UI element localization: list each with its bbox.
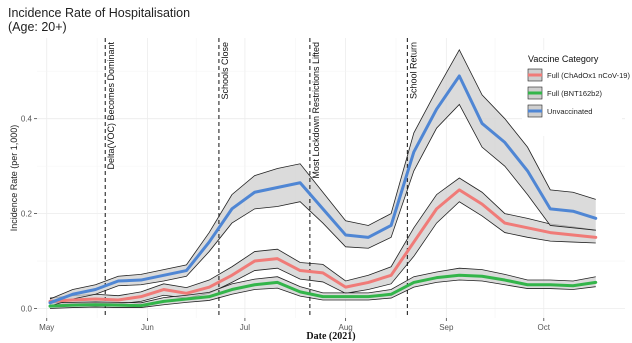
series-lines	[48, 74, 598, 308]
chart-subtitle: (Age: 20+)	[8, 20, 67, 34]
legend: Vaccine Category Full (ChAdOx1 nCoV-19) Fu…	[522, 50, 630, 136]
upper-bound-line	[49, 49, 596, 300]
y-axis-ticks: 0.0 0.2 0.4	[21, 115, 37, 314]
x-tick-label: Jun	[141, 323, 154, 332]
chart-title-block: Incidence Rate of Hospitalisation (Age: …	[8, 6, 190, 34]
x-axis-title: Date (2021)	[306, 331, 355, 342]
legend-title: Vaccine Category	[528, 54, 599, 64]
y-tick-label: 0.0	[21, 305, 33, 314]
series-line	[48, 74, 598, 305]
lower-bound-line	[49, 103, 596, 307]
series-line	[48, 273, 598, 308]
y-tick-label: 0.2	[21, 210, 33, 219]
y-axis-title: Incidence Rate (per 1,000)	[9, 125, 19, 232]
x-tick-label: Aug	[339, 323, 353, 332]
lower-bound-line	[49, 279, 596, 309]
event-label: School Return	[408, 42, 418, 99]
event-label: Schools Close	[220, 42, 230, 100]
legend-item-label: Unvaccinated	[547, 107, 592, 116]
upper-bound-line	[49, 177, 596, 299]
y-tick-label: 0.4	[21, 115, 33, 124]
lower-bound-line	[49, 201, 596, 306]
legend-item-label: Full (BNT162b2)	[547, 89, 603, 98]
event-label: Delta(VOC) Becomes Dominant	[106, 42, 116, 170]
x-tick-label: May	[39, 323, 54, 332]
x-tick-label: Sep	[439, 323, 454, 332]
confidence-band	[49, 178, 596, 305]
x-tick-label: Jul	[240, 323, 250, 332]
upper-bound-line	[49, 267, 596, 304]
legend-item-label: Full (ChAdOx1 nCoV-19)	[547, 71, 630, 80]
x-axis-ticks: May Jun Jul Aug Sep Oct	[39, 318, 551, 332]
chart-title: Incidence Rate of Hospitalisation	[8, 6, 191, 20]
event-label: Most Lockdown Restrictions Lifted	[311, 42, 321, 179]
x-tick-label: Oct	[538, 323, 551, 332]
series-line	[48, 188, 598, 303]
